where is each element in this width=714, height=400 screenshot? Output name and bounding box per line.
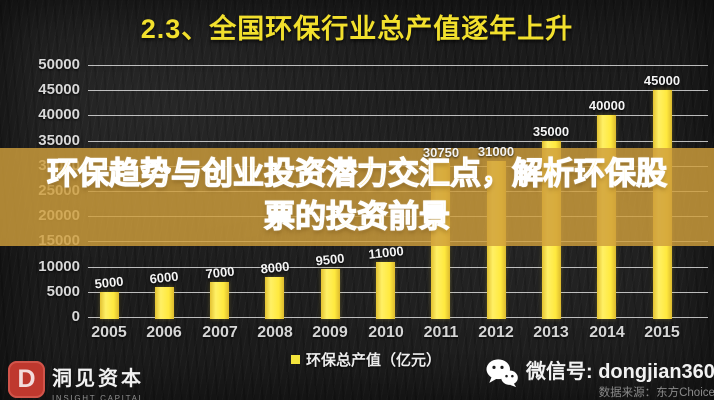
y-axis-tick-label: 0	[71, 308, 80, 325]
x-axis-tick-label: 2012	[478, 324, 514, 341]
legend: 环保总产值（亿元）	[291, 349, 441, 370]
bar-value-label: 40000	[588, 98, 626, 113]
wechat-info: 微信号: dongjian360 数据来源：东方Choice	[486, 355, 714, 400]
bar-2007	[210, 282, 229, 319]
x-axis-tick-label: 2015	[644, 324, 680, 341]
banner-headline: 环保趋势与创业投资潜力交汇点，解析环保股 票的投资前景	[0, 152, 714, 238]
y-axis-tick-label: 10000	[38, 258, 80, 275]
bar-2009	[321, 269, 340, 319]
legend-label: 环保总产值（亿元）	[306, 352, 442, 369]
y-axis-tick-label: 35000	[38, 132, 80, 149]
x-axis-tick-label: 2006	[146, 324, 182, 341]
y-axis-tick-label: 45000	[38, 81, 80, 98]
gridline	[88, 115, 708, 116]
y-axis-tick-label: 40000	[38, 106, 80, 123]
gridline	[88, 141, 708, 142]
chart-title: 2.3、全国环保行业总产值逐年上升	[140, 14, 574, 44]
brand-logo: D 洞见资本 INSIGHT CAPITAL	[8, 361, 145, 400]
banner-line-2: 票的投资前景	[263, 198, 450, 234]
gridline	[88, 65, 708, 66]
x-axis-tick-label: 2010	[368, 324, 404, 341]
x-axis-tick-label: 2013	[533, 324, 569, 341]
x-axis-tick-label: 2014	[589, 324, 625, 341]
x-axis-tick-label: 2005	[91, 324, 127, 341]
banner-line-1: 环保趋势与创业投资潜力交汇点，解析环保股	[46, 155, 667, 191]
bar-2006	[155, 287, 174, 319]
x-axis-tick-label: 2008	[257, 324, 293, 341]
data-source: 数据来源：东方Choice	[598, 387, 714, 399]
x-axis-tick-label: 2009	[312, 324, 348, 341]
brand-name: 洞见资本	[52, 368, 144, 390]
wechat-icon	[486, 359, 518, 388]
insight-capital-logo-icon: D	[8, 361, 45, 398]
wechat-id: 微信号: dongjian360	[526, 361, 714, 383]
bar-2005	[100, 292, 119, 319]
gridline	[88, 292, 708, 293]
bar-2008	[265, 277, 284, 319]
bar-value-label: 45000	[643, 73, 681, 88]
brand-name-en: INSIGHT CAPITAL	[52, 394, 145, 400]
gridline	[88, 317, 708, 318]
gridline	[88, 267, 708, 268]
x-axis-tick-label: 2011	[423, 324, 459, 341]
bar-value-label: 30750	[422, 145, 460, 160]
bar-2010	[376, 262, 395, 319]
bar-value-label: 31000	[477, 144, 515, 159]
y-axis-tick-label: 5000	[46, 283, 80, 300]
y-axis-tick-label: 50000	[38, 56, 80, 73]
overlay-banner	[0, 148, 714, 246]
bar-value-label: 35000	[532, 124, 570, 139]
x-axis-tick-label: 2007	[202, 324, 238, 341]
gridline	[88, 90, 708, 91]
legend-swatch-icon	[291, 355, 300, 364]
